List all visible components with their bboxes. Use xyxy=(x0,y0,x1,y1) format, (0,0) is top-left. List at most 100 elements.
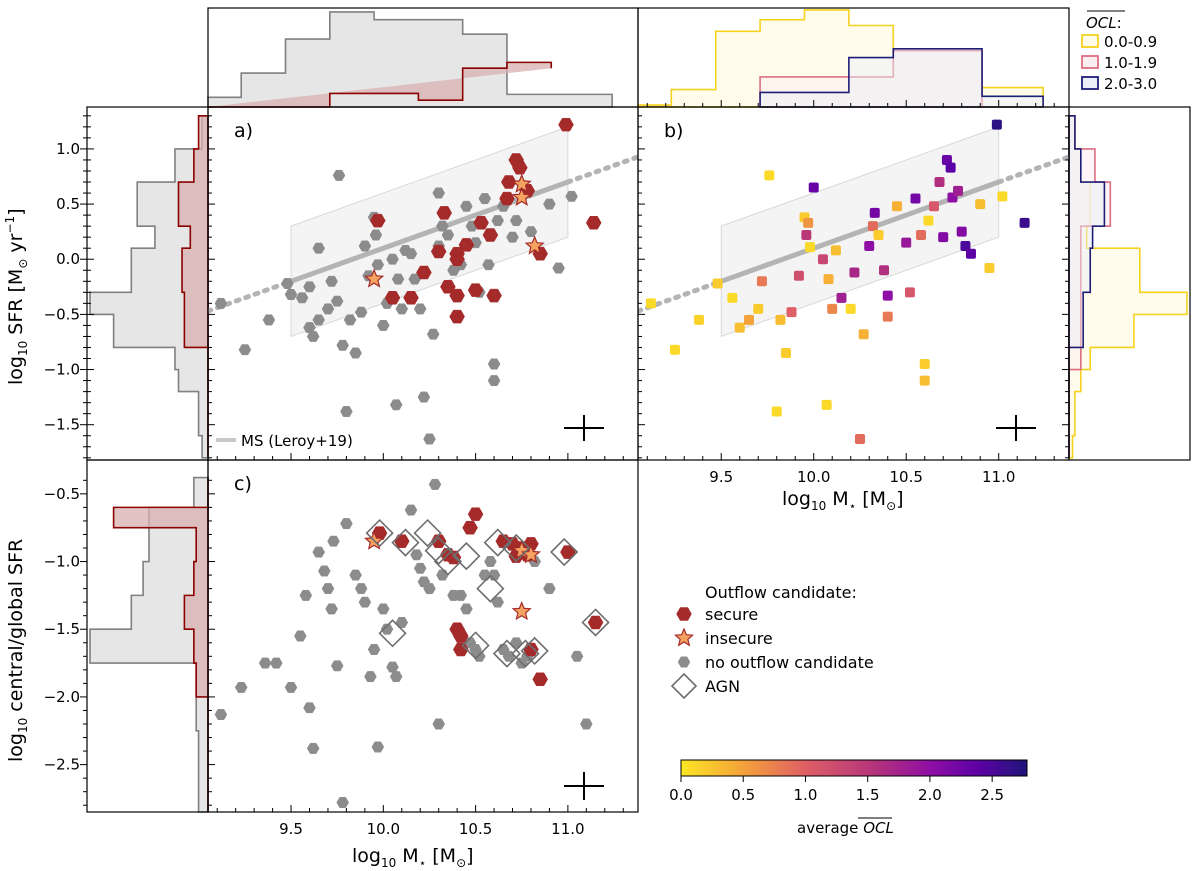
y-tick-label-ratio: −2.5 xyxy=(44,756,80,774)
point-a-none xyxy=(509,215,523,227)
point-b-galaxy xyxy=(845,303,856,314)
point-b-galaxy xyxy=(645,298,656,309)
x-tick-label: 9.5 xyxy=(279,820,303,838)
point-c-none xyxy=(371,741,385,753)
point-a-none xyxy=(423,433,436,445)
point-b-galaxy xyxy=(808,182,819,193)
point-b-galaxy xyxy=(753,303,764,314)
histogram-left-sfr xyxy=(89,115,209,459)
point-c-agn xyxy=(520,636,549,666)
point-b-galaxy xyxy=(801,229,812,240)
point-b-galaxy xyxy=(694,314,705,325)
y-tick-label-ratio: −2.0 xyxy=(44,688,80,706)
point-c-none xyxy=(432,718,445,730)
point-a-none xyxy=(321,303,335,315)
point-c-none xyxy=(318,565,331,577)
point-b-galaxy xyxy=(858,329,869,340)
point-b-galaxy xyxy=(928,201,939,212)
point-a-none xyxy=(417,391,431,403)
histogram-top-left xyxy=(207,11,613,108)
panel-b xyxy=(638,119,1069,445)
point-b-galaxy xyxy=(864,240,875,251)
point-a-secure xyxy=(430,244,447,259)
point-c-none xyxy=(258,657,272,669)
x-tick-label: 9.5 xyxy=(709,468,733,486)
point-c-agn xyxy=(452,541,481,571)
point-c-none xyxy=(303,702,316,714)
outflow-legend-insecure: insecure xyxy=(705,629,773,648)
histogram-right-sfr xyxy=(1068,115,1188,459)
point-b-galaxy xyxy=(1019,217,1030,228)
ylabel-sfr: log10 SFR [M⊙ yr−1] xyxy=(3,208,30,385)
point-c-none xyxy=(436,569,449,581)
point-a-secure xyxy=(384,291,401,305)
point-a-none xyxy=(312,242,325,254)
point-a-none xyxy=(377,319,390,331)
y-tick-label-ratio: −1.5 xyxy=(44,620,80,638)
legend-marker-none xyxy=(677,656,691,668)
point-a-none xyxy=(389,399,403,411)
point-a-secure xyxy=(486,288,502,303)
point-a-none xyxy=(349,347,362,359)
point-b-galaxy xyxy=(869,207,880,218)
ocl-legend-label-high: 2.0-3.0 xyxy=(1104,75,1157,93)
legend-marker-agn xyxy=(670,672,698,700)
point-a-none xyxy=(312,314,325,326)
point-b-galaxy xyxy=(916,229,927,240)
point-b-galaxy xyxy=(805,242,816,253)
hist-bar-all xyxy=(207,11,613,108)
point-c-none xyxy=(580,718,593,730)
point-b-galaxy xyxy=(882,311,893,322)
point-c-secure xyxy=(462,520,478,535)
point-a-secure xyxy=(436,206,452,220)
point-b-galaxy xyxy=(919,375,930,386)
point-a-secure xyxy=(558,117,574,132)
point-a-secure xyxy=(370,213,386,228)
outflow-legend-agn: AGN xyxy=(705,677,740,696)
outflow-legend-secure: secure xyxy=(705,605,758,624)
ms-line-extension-high xyxy=(996,154,1069,185)
ocl-legend-swatch-mid xyxy=(1081,55,1099,69)
point-a-none xyxy=(524,226,538,238)
point-c-none xyxy=(423,583,436,595)
point-c-none xyxy=(484,556,497,567)
point-c-agn xyxy=(511,639,540,668)
point-b-galaxy xyxy=(786,307,797,318)
point-c-none xyxy=(389,671,403,683)
point-c-none xyxy=(214,709,228,720)
point-c-none xyxy=(312,546,325,558)
point-b-galaxy xyxy=(827,303,838,314)
point-a-secure xyxy=(473,216,489,230)
point-a-none xyxy=(552,262,565,274)
point-a-none xyxy=(336,339,349,351)
panel-label-c: c) xyxy=(234,473,252,495)
outflow-legend: Outflow candidate: secure insecure no ou… xyxy=(670,583,874,700)
point-c-agn xyxy=(502,533,531,563)
panel-label-b: b) xyxy=(664,120,683,142)
point-a-none xyxy=(487,358,501,370)
xlabel-bottom-left: log10 M⋆ [M⊙] xyxy=(352,845,474,870)
point-b-galaxy xyxy=(830,245,841,256)
axes-frames xyxy=(86,7,1191,813)
panel-a xyxy=(208,117,638,445)
point-c-agn xyxy=(461,631,490,660)
point-a-none xyxy=(482,259,495,271)
point-b-galaxy xyxy=(945,162,956,173)
point-a-none xyxy=(295,292,309,304)
point-c-none xyxy=(340,518,353,530)
colorbar: 0.0 0.5 1.0 1.5 2.0 2.5 average OCL xyxy=(669,759,1028,837)
point-c-none xyxy=(543,583,556,595)
y-tick-label-ratio: −1.0 xyxy=(44,553,80,571)
point-b-galaxy xyxy=(953,185,964,196)
point-b-galaxy xyxy=(854,434,865,445)
point-c-agn xyxy=(365,518,394,548)
point-a-secure xyxy=(449,288,465,303)
point-b-galaxy xyxy=(836,292,847,303)
hist-bar-ocl-high xyxy=(759,47,1044,108)
y-tick-label-sfr: 0.0 xyxy=(56,250,80,268)
point-a-none xyxy=(262,314,276,326)
point-c-none xyxy=(460,603,473,615)
point-a-none xyxy=(238,344,252,356)
ylabel-ratio: log10 central/global SFR xyxy=(5,539,30,762)
point-b-galaxy xyxy=(669,344,680,355)
